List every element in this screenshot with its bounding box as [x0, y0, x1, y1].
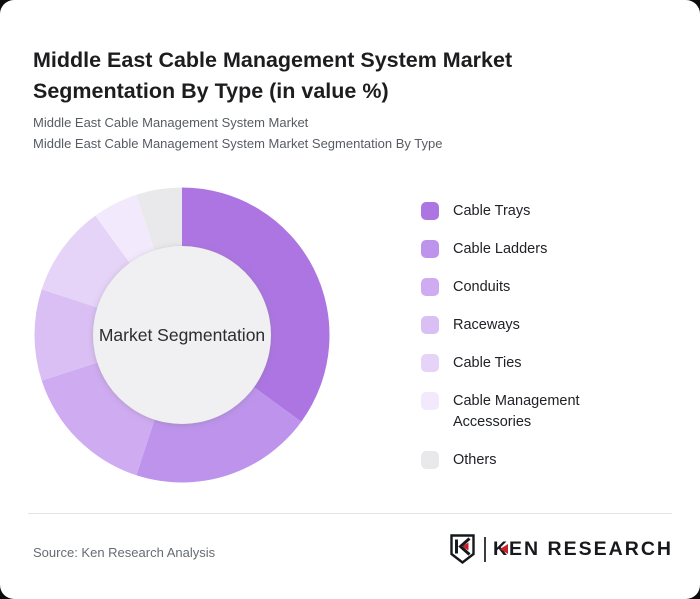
legend-item-cable-management-accessories: Cable Management Accessories	[421, 391, 661, 433]
legend-item-cable-ladders: Cable Ladders	[421, 239, 661, 260]
legend-item-raceways: Raceways	[421, 315, 661, 336]
chart-subtitle: Middle East Cable Management System Mark…	[33, 112, 653, 154]
donut-segments	[34, 187, 330, 483]
legend-label: Cable Trays	[453, 203, 531, 219]
logo-brand-text: KEN RESEARCH	[493, 538, 673, 561]
logo-separator	[483, 536, 486, 562]
legend-swatch-cable-management-accessories	[421, 392, 439, 410]
legend-item-others: Others	[421, 450, 661, 471]
legend-label: Conduits	[453, 279, 511, 295]
source-note: Source: Ken Research Analysis	[33, 545, 216, 560]
logo-k-red-triangle-icon	[499, 544, 508, 554]
ken-research-logo: KEN RESEARCH	[449, 534, 673, 564]
footer-divider	[28, 513, 672, 514]
legend-swatch-cable-ladders	[421, 240, 439, 258]
subtitle-line-1: Middle East Cable Management System Mark…	[33, 115, 309, 130]
legend-label: Others	[453, 452, 497, 468]
legend-item-cable-trays: Cable Trays	[421, 201, 661, 222]
donut-center-circle	[93, 246, 271, 424]
legend-swatch-cable-ties	[421, 354, 439, 372]
legend-label: Cable Ties	[453, 355, 522, 371]
subtitle-line-2: Middle East Cable Management System Mark…	[33, 136, 443, 151]
legend-swatch-cable-trays	[421, 202, 439, 220]
legend-item-cable-ties: Cable Ties	[421, 353, 661, 374]
logo-brand-label: KEN RESEARCH	[492, 537, 673, 560]
chart-title: Middle East Cable Management System Mark…	[33, 48, 513, 104]
legend-swatch-conduits	[421, 278, 439, 296]
chart-legend: Cable Trays Cable Ladders Conduits Racew…	[421, 201, 661, 488]
ken-research-shield-icon	[450, 534, 475, 564]
donut-chart: Market Segmentation	[34, 187, 330, 483]
legend-label: Cable Ladders	[453, 241, 548, 257]
legend-label: Cable Management Accessories	[453, 393, 580, 430]
donut-svg	[34, 187, 330, 483]
legend-item-conduits: Conduits	[421, 277, 661, 298]
legend-label: Raceways	[453, 317, 520, 333]
legend-swatch-others	[421, 451, 439, 469]
legend-swatch-raceways	[421, 316, 439, 334]
